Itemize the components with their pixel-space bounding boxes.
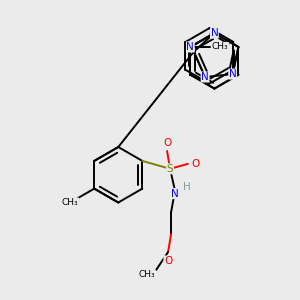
Text: N: N bbox=[171, 189, 179, 199]
Text: H: H bbox=[183, 182, 191, 192]
Text: O: O bbox=[192, 159, 200, 169]
Text: S: S bbox=[167, 164, 173, 174]
Text: N: N bbox=[187, 42, 194, 52]
Text: CH₃: CH₃ bbox=[212, 43, 228, 52]
Text: CH₃: CH₃ bbox=[62, 198, 79, 207]
Text: N: N bbox=[211, 28, 218, 38]
Text: O: O bbox=[164, 256, 172, 266]
Text: N: N bbox=[229, 69, 236, 79]
Text: N: N bbox=[201, 72, 209, 82]
Text: O: O bbox=[163, 138, 171, 148]
Text: CH₃: CH₃ bbox=[139, 270, 156, 279]
